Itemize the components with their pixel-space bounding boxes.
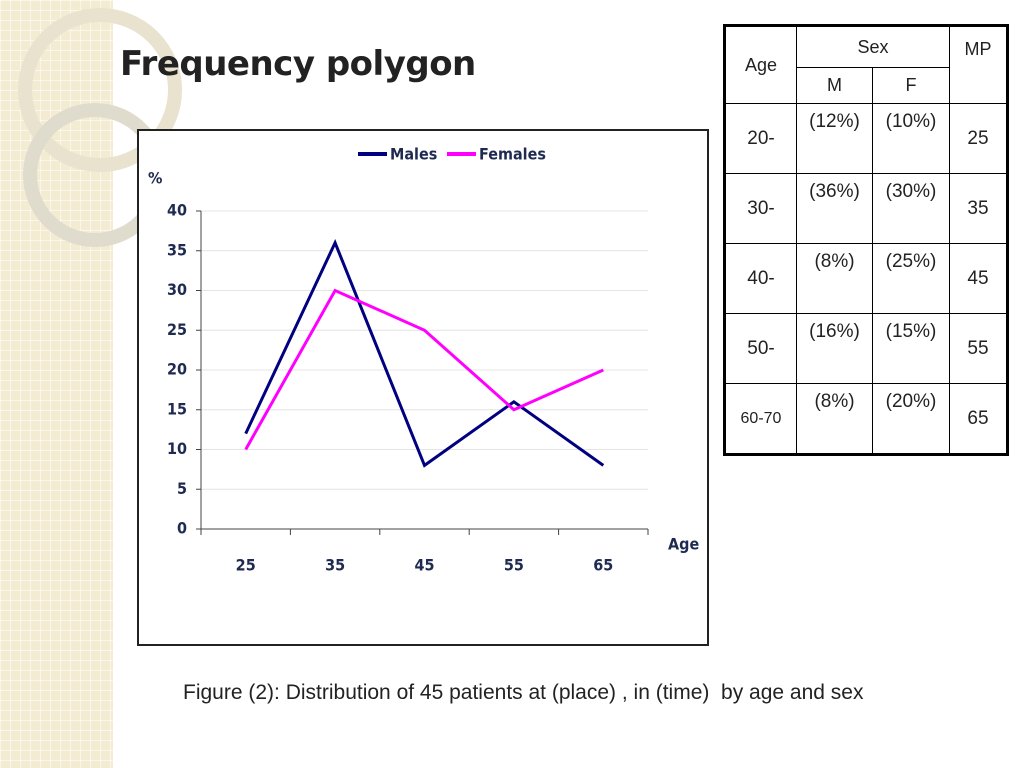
legend-label: Females	[479, 145, 546, 164]
table-cell: 40-	[724, 243, 797, 314]
table-row: 30- (36%) (30%) 35	[724, 173, 1008, 244]
header-cell: M	[796, 67, 873, 104]
title: Frequency polygon	[120, 44, 476, 84]
y-tick-label: 0	[177, 519, 187, 538]
table-cell: (16%)	[796, 313, 873, 384]
y-tick-label: 20	[167, 360, 187, 379]
table-row: 60-70 (8%) (20%) 65	[724, 383, 1008, 455]
table-cell: 25	[949, 103, 1008, 174]
table-cell: 55	[949, 313, 1008, 384]
y-tick-label: 25	[167, 320, 187, 339]
chart-frame	[137, 129, 709, 646]
table-cell: 30-	[724, 173, 797, 244]
y-tick-label: 40	[167, 201, 187, 220]
table-row: 20- (12%) (10%) 25	[724, 103, 1008, 174]
y-axis-label: %	[148, 169, 162, 188]
y-tick-label: 15	[167, 399, 187, 418]
table-row: 40- (8%) (25%) 45	[724, 243, 1008, 314]
y-tick-label: 10	[167, 439, 187, 458]
table-cell: (15%)	[872, 313, 950, 384]
series-line	[244, 288, 604, 451]
legend-label: Males	[390, 145, 437, 164]
x-tick-label: 65	[593, 556, 613, 575]
table: Age Sex MP M F 20- (12%) (10%) 25 30- (36%) (30%) 35…	[723, 24, 1009, 456]
table-row: Age Sex MP	[724, 25, 1008, 104]
x-axis-label: Age	[668, 535, 699, 554]
x-tick-label: 25	[236, 556, 256, 575]
y-tick-label: 5	[177, 479, 187, 498]
table-cell: (36%)	[796, 173, 873, 244]
table-cell: (12%)	[796, 103, 873, 174]
decor-circle	[18, 8, 182, 172]
table-cell: 35	[949, 173, 1008, 244]
series-line	[244, 239, 605, 468]
table-row: 50- (16%) (15%) 55	[724, 313, 1008, 384]
x-tick-label: 35	[325, 556, 345, 575]
table-cell: 45	[949, 243, 1008, 314]
table-cell: (25%)	[872, 243, 950, 314]
header-cell: Age	[724, 25, 797, 104]
table-cell: 60-70	[724, 383, 797, 455]
table-cell: 50-	[724, 313, 797, 384]
header-cell: MP	[949, 25, 1008, 104]
table-cell: (10%)	[872, 103, 950, 174]
table-cell: (8%)	[796, 243, 873, 314]
table-cell: 65	[949, 383, 1008, 455]
y-tick-label: 30	[167, 280, 187, 299]
header-cell: Sex	[796, 25, 950, 68]
x-tick-label: 55	[504, 556, 524, 575]
header-cell: F	[872, 67, 950, 104]
caption: Figure (2): Distribution of 45 patients …	[183, 681, 864, 704]
table-cell: (30%)	[872, 173, 950, 244]
table-cell: (8%)	[796, 383, 873, 455]
table-cell: (20%)	[872, 383, 950, 455]
x-tick-label: 45	[414, 556, 434, 575]
y-tick-label: 35	[167, 240, 187, 259]
table-cell: 20-	[724, 103, 797, 174]
